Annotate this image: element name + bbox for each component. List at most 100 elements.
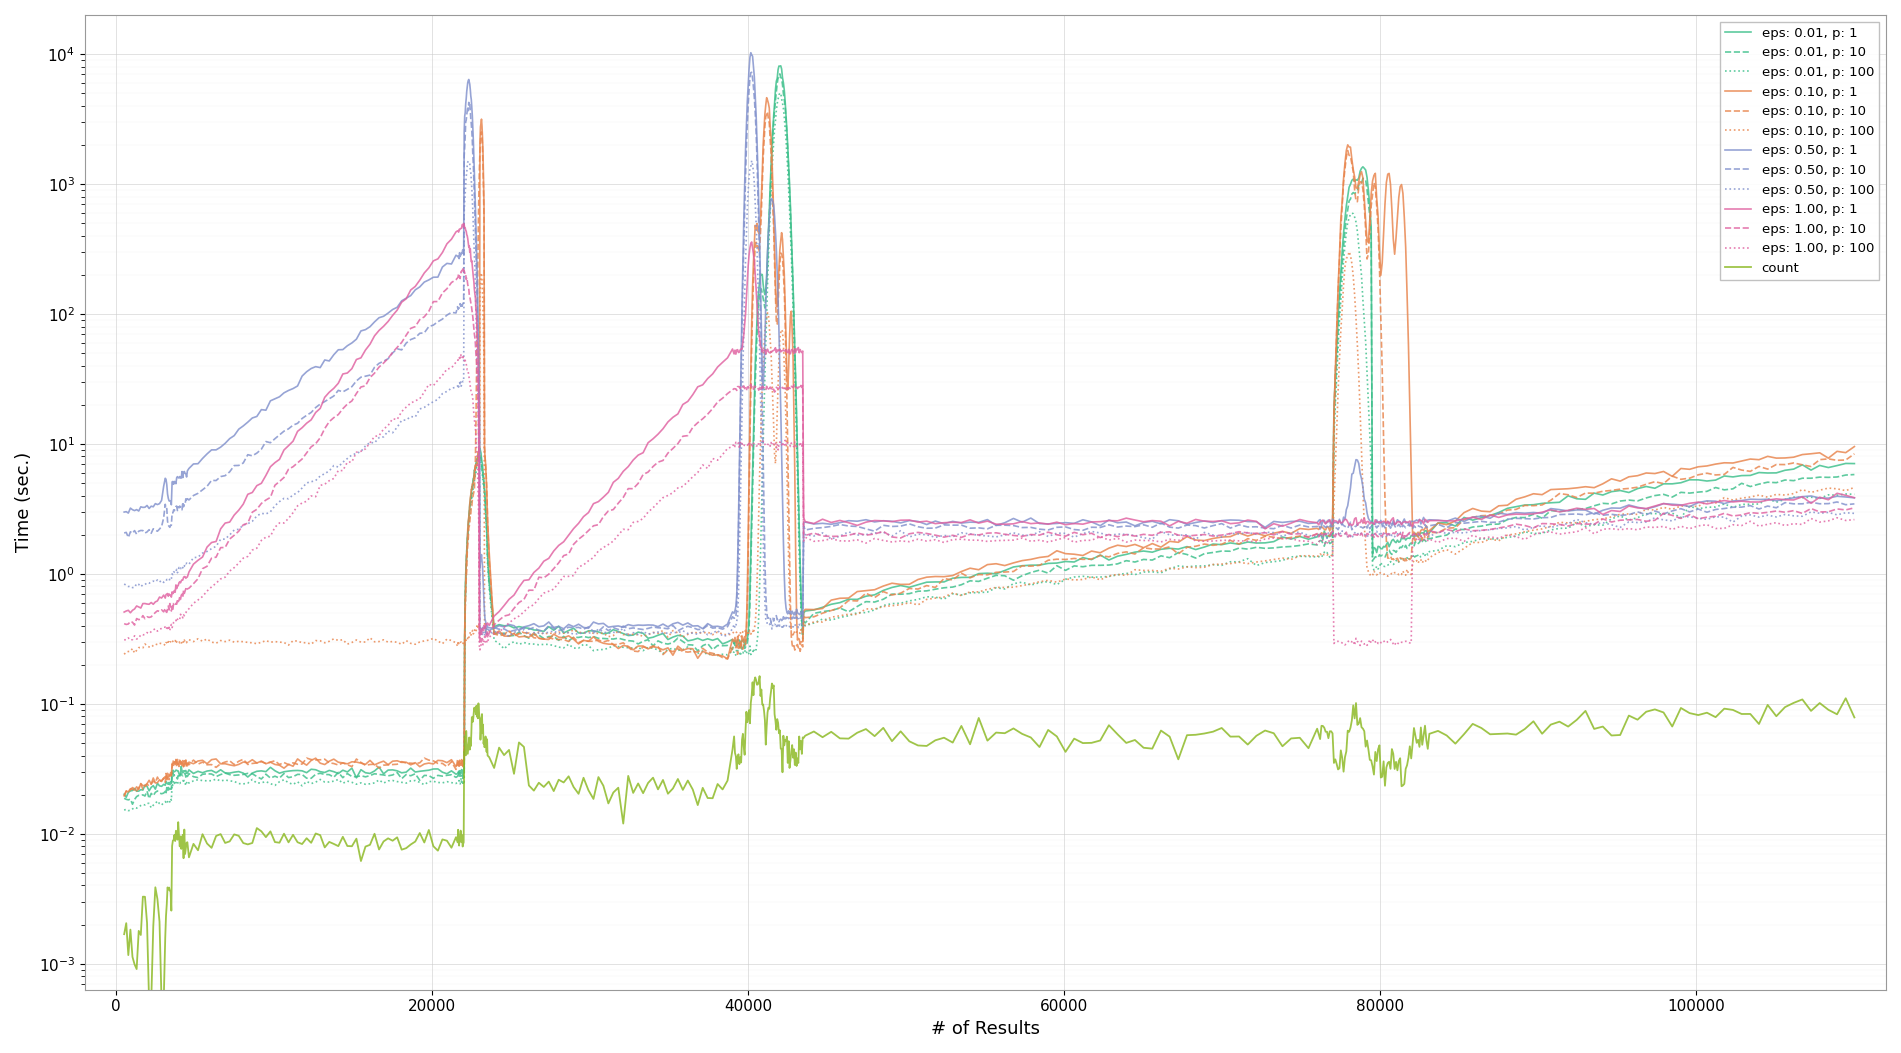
eps: 0.01, p: 1: (1.1e+05, 7.06): 0.01, p: 1: (1.1e+05, 7.06) [1842,457,1865,470]
eps: 1.00, p: 10: (7.78e+04, 2.09): 1.00, p: 10: (7.78e+04, 2.09) [1335,525,1357,538]
Line: eps: 0.01, p: 100: eps: 0.01, p: 100 [124,93,1853,811]
eps: 0.01, p: 100: (4.21e+04, 5e+03): 0.01, p: 100: (4.21e+04, 5e+03) [770,86,793,99]
eps: 0.50, p: 1: (4.02e+04, 1.02e+04): 0.50, p: 1: (4.02e+04, 1.02e+04) [739,46,762,59]
count [1272,740,1295,753]
eps: 0.50, p: 10: (4.29e+04, 0.464): 0.50, p: 10: (4.29e+04, 0.464) [783,611,806,623]
eps: 0.50, p: 10: (4.25e+04, 0.459): 0.50, p: 10: (4.25e+04, 0.459) [776,612,798,624]
eps: 0.10, p: 100: (4.04e+04, 0.377): 0.10, p: 100: (4.04e+04, 0.377) [743,622,766,635]
Line: eps: 0.01, p: 1: eps: 0.01, p: 1 [124,65,1853,797]
eps: 1.00, p: 100: (4.05e+04, 9.68): 1.00, p: 100: (4.05e+04, 9.68) [745,439,768,452]
count [783,742,806,755]
eps: 0.50, p: 1: (7.38e+04, 2.49): 0.50, p: 1: (7.38e+04, 2.49) [1272,516,1295,529]
eps: 0.10, p: 100: (4.24e+04, 14): 0.10, p: 100: (4.24e+04, 14) [774,418,797,431]
eps: 0.01, p: 10: (9.63e+04, 3.64): 0.01, p: 10: (9.63e+04, 3.64) [1625,495,1648,508]
eps: 0.50, p: 10: (7.38e+04, 2.36): 0.50, p: 10: (7.38e+04, 2.36) [1272,519,1295,532]
eps: 0.50, p: 100: (7.38e+04, 1.94): 0.50, p: 100: (7.38e+04, 1.94) [1272,531,1295,543]
eps: 0.10, p: 10: (7.78e+04, 1.31e+03): 0.10, p: 10: (7.78e+04, 1.31e+03) [1335,162,1357,175]
eps: 0.01, p: 100: (763, 0.0151): 0.01, p: 100: (763, 0.0151) [118,804,141,817]
eps: 0.50, p: 10: (4.02e+04, 7.24e+03): 0.50, p: 10: (4.02e+04, 7.24e+03) [739,66,762,79]
eps: 0.50, p: 1: (4.25e+04, 0.492): 0.50, p: 1: (4.25e+04, 0.492) [776,608,798,620]
eps: 0.50, p: 100: (4.25e+04, 0.399): 0.50, p: 100: (4.25e+04, 0.399) [776,619,798,632]
eps: 0.10, p: 10: (4.04e+04, 245): 0.10, p: 10: (4.04e+04, 245) [743,257,766,270]
eps: 0.50, p: 10: (7.78e+04, 2.3): 0.50, p: 10: (7.78e+04, 2.3) [1335,520,1357,533]
eps: 0.10, p: 10: (4.24e+04, 22.2): 0.10, p: 10: (4.24e+04, 22.2) [776,393,798,405]
eps: 0.01, p: 1: (4.21e+04, 8.11e+03): 0.01, p: 1: (4.21e+04, 8.11e+03) [770,59,793,72]
Y-axis label: Time (sec.): Time (sec.) [15,452,32,553]
Line: eps: 0.10, p: 1: eps: 0.10, p: 1 [124,98,1853,796]
eps: 0.50, p: 100: (1.1e+05, 2.92): 0.50, p: 100: (1.1e+05, 2.92) [1842,508,1865,520]
eps: 0.50, p: 10: (1.1e+05, 3.45): 0.50, p: 10: (1.1e+05, 3.45) [1842,498,1865,511]
Line: eps: 0.10, p: 10: eps: 0.10, p: 10 [124,112,1853,796]
eps: 0.50, p: 1: (7.78e+04, 3.12): 0.50, p: 1: (7.78e+04, 3.12) [1335,503,1357,516]
eps: 0.01, p: 100: (9.63e+04, 2.71): 0.01, p: 100: (9.63e+04, 2.71) [1625,512,1648,524]
eps: 1.00, p: 10: (9.63e+04, 2.62): 1.00, p: 10: (9.63e+04, 2.62) [1625,513,1648,525]
eps: 0.10, p: 10: (4.28e+04, 0.271): 0.10, p: 10: (4.28e+04, 0.271) [781,641,804,654]
eps: 0.10, p: 1: (7.78e+04, 1.45e+03): 0.10, p: 1: (7.78e+04, 1.45e+03) [1335,157,1357,170]
eps: 1.00, p: 100: (1.1e+05, 2.62): 1.00, p: 100: (1.1e+05, 2.62) [1842,513,1865,525]
Line: eps: 1.00, p: 10: eps: 1.00, p: 10 [124,267,1853,642]
eps: 0.10, p: 10: (500, 0.0195): 0.10, p: 10: (500, 0.0195) [112,790,135,802]
eps: 1.00, p: 100: (9.63e+04, 2.18): 1.00, p: 100: (9.63e+04, 2.18) [1625,523,1648,536]
eps: 0.01, p: 100: (1.1e+05, 4.09): 0.01, p: 100: (1.1e+05, 4.09) [1842,488,1865,500]
eps: 0.10, p: 100: (9.57e+04, 2.89): 0.10, p: 100: (9.57e+04, 2.89) [1618,508,1641,520]
eps: 0.50, p: 10: (500, 2.06): 0.50, p: 10: (500, 2.06) [112,526,135,539]
eps: 0.50, p: 10: (9.63e+04, 3): 0.50, p: 10: (9.63e+04, 3) [1625,505,1648,518]
eps: 0.01, p: 1: (632, 0.0191): 0.01, p: 1: (632, 0.0191) [114,791,137,803]
eps: 0.10, p: 1: (7.33e+04, 2.06): 0.10, p: 1: (7.33e+04, 2.06) [1262,526,1285,539]
eps: 0.10, p: 100: (7.27e+04, 1.26): 0.10, p: 100: (7.27e+04, 1.26) [1253,555,1276,568]
eps: 0.50, p: 100: (9.63e+04, 2.48): 0.50, p: 100: (9.63e+04, 2.48) [1625,516,1648,529]
count [1625,713,1648,726]
eps: 0.50, p: 10: (2.34e+04, 0.35): 0.50, p: 10: (2.34e+04, 0.35) [473,627,496,639]
eps: 0.50, p: 10: (4.05e+04, 2.53e+03): 0.50, p: 10: (4.05e+04, 2.53e+03) [745,125,768,138]
eps: 1.00, p: 10: (4.05e+04, 27.1): 1.00, p: 10: (4.05e+04, 27.1) [745,381,768,394]
eps: 1.00, p: 1: (2.3e+04, 0.338): 1.00, p: 1: (2.3e+04, 0.338) [468,629,490,641]
eps: 0.50, p: 100: (500, 0.834): 0.50, p: 100: (500, 0.834) [112,578,135,591]
eps: 0.01, p: 10: (1.1e+05, 5.81): 0.01, p: 10: (1.1e+05, 5.81) [1842,469,1865,481]
eps: 0.10, p: 1: (4.04e+04, 354): 0.10, p: 1: (4.04e+04, 354) [743,236,766,249]
eps: 1.00, p: 10: (1.1e+05, 3.22): 1.00, p: 10: (1.1e+05, 3.22) [1842,501,1865,514]
eps: 0.01, p: 100: (4.04e+04, 0.258): 0.01, p: 100: (4.04e+04, 0.258) [743,644,766,657]
eps: 0.50, p: 100: (4.02e+04, 1.51e+03): 0.50, p: 100: (4.02e+04, 1.51e+03) [739,155,762,167]
count [112,928,135,940]
eps: 1.00, p: 100: (2.18e+04, 49.1): 1.00, p: 100: (2.18e+04, 49.1) [449,347,471,360]
eps: 0.10, p: 1: (9.57e+04, 5.58): 0.10, p: 1: (9.57e+04, 5.58) [1618,471,1641,483]
eps: 1.00, p: 100: (7.38e+04, 1.87): 1.00, p: 100: (7.38e+04, 1.87) [1272,532,1295,544]
eps: 0.01, p: 10: (7.78e+04, 541): 0.01, p: 10: (7.78e+04, 541) [1335,213,1357,225]
Line: eps: 0.50, p: 1: eps: 0.50, p: 1 [124,53,1853,631]
eps: 0.50, p: 1: (4.05e+04, 3.44e+03): 0.50, p: 1: (4.05e+04, 3.44e+03) [745,107,768,120]
Legend: eps: 0.01, p: 1, eps: 0.01, p: 10, eps: 0.01, p: 100, eps: 0.10, p: 1, eps: 0.10: eps: 0.01, p: 1, eps: 0.01, p: 10, eps: … [1720,22,1880,280]
eps: 0.50, p: 1: (1.1e+05, 3.84): 0.50, p: 1: (1.1e+05, 3.84) [1842,492,1865,504]
eps: 1.00, p: 1: (9.63e+04, 3.22): 1.00, p: 1: (9.63e+04, 3.22) [1625,501,1648,514]
eps: 0.01, p: 1: (4.29e+04, 96.1): 0.01, p: 1: (4.29e+04, 96.1) [783,310,806,322]
eps: 1.00, p: 1: (500, 0.508): 1.00, p: 1: (500, 0.508) [112,605,135,618]
eps: 1.00, p: 100: (500, 0.311): 1.00, p: 100: (500, 0.311) [112,634,135,647]
eps: 0.01, p: 100: (7.38e+04, 1.27): 0.01, p: 100: (7.38e+04, 1.27) [1272,554,1295,567]
eps: 0.01, p: 100: (7.78e+04, 423): 0.01, p: 100: (7.78e+04, 423) [1335,226,1357,239]
count [743,671,766,683]
eps: 1.00, p: 1: (1.1e+05, 3.85): 1.00, p: 1: (1.1e+05, 3.85) [1842,492,1865,504]
eps: 1.00, p: 10: (4.29e+04, 28.5): 1.00, p: 10: (4.29e+04, 28.5) [783,378,806,391]
eps: 0.10, p: 10: (7.33e+04, 1.91): 0.10, p: 10: (7.33e+04, 1.91) [1262,531,1285,543]
eps: 1.00, p: 1: (4.25e+04, 50.8): 1.00, p: 1: (4.25e+04, 50.8) [776,345,798,358]
eps: 0.10, p: 100: (4.28e+04, 0.355): 0.10, p: 100: (4.28e+04, 0.355) [781,625,804,638]
eps: 0.10, p: 1: (500, 0.0196): 0.10, p: 1: (500, 0.0196) [112,790,135,802]
Line: eps: 0.01, p: 10: eps: 0.01, p: 10 [124,74,1853,804]
eps: 0.10, p: 100: (7.77e+04, 168): 0.10, p: 100: (7.77e+04, 168) [1333,278,1355,291]
count [1842,711,1865,723]
eps: 0.50, p: 1: (4.29e+04, 0.482): 0.50, p: 1: (4.29e+04, 0.482) [783,609,806,621]
Line: count: count [124,676,1853,1002]
eps: 0.01, p: 100: (4.29e+04, 63.3): 0.01, p: 100: (4.29e+04, 63.3) [783,334,806,346]
Line: eps: 0.50, p: 100: eps: 0.50, p: 100 [124,161,1853,636]
eps: 0.50, p: 100: (7.78e+04, 1.93): 0.50, p: 100: (7.78e+04, 1.93) [1335,531,1357,543]
eps: 1.00, p: 100: (7.78e+04, 0.291): 1.00, p: 100: (7.78e+04, 0.291) [1335,637,1357,650]
eps: 1.00, p: 1: (7.38e+04, 2.33): 1.00, p: 1: (7.38e+04, 2.33) [1272,520,1295,533]
count [1335,746,1357,758]
eps: 0.01, p: 10: (4.25e+04, 1.8e+03): 0.01, p: 10: (4.25e+04, 1.8e+03) [776,144,798,157]
eps: 0.10, p: 100: (7.8e+04, 301): 0.10, p: 100: (7.8e+04, 301) [1338,245,1361,258]
eps: 0.01, p: 1: (4.25e+04, 1.94e+03): 0.01, p: 1: (4.25e+04, 1.94e+03) [776,140,798,153]
eps: 0.01, p: 10: (4.29e+04, 90.9): 0.01, p: 10: (4.29e+04, 90.9) [783,313,806,325]
eps: 1.00, p: 100: (4.29e+04, 9.51): 1.00, p: 100: (4.29e+04, 9.51) [783,440,806,453]
eps: 1.00, p: 10: (7.38e+04, 2.11): 1.00, p: 10: (7.38e+04, 2.11) [1272,525,1295,538]
Line: eps: 1.00, p: 100: eps: 1.00, p: 100 [124,354,1853,650]
eps: 0.10, p: 10: (9.57e+04, 4.54): 0.10, p: 10: (9.57e+04, 4.54) [1618,482,1641,495]
